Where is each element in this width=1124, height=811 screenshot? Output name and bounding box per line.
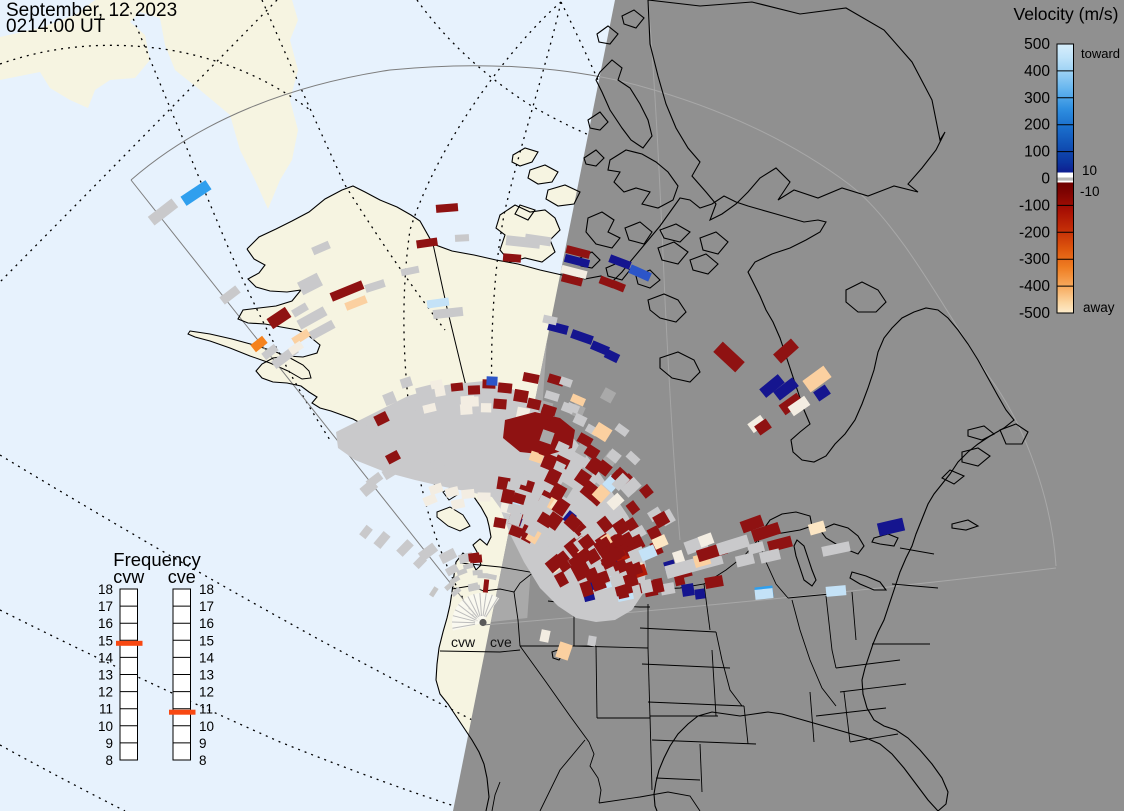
svg-text:16: 16 (98, 616, 113, 631)
svg-text:0214:00 UT: 0214:00 UT (6, 16, 106, 37)
svg-text:15: 15 (199, 633, 214, 648)
svg-text:10: 10 (199, 719, 214, 734)
svg-text:-10: -10 (1080, 184, 1100, 199)
svg-text:9: 9 (199, 736, 207, 751)
svg-text:15: 15 (98, 633, 113, 648)
svg-text:-400: -400 (1019, 278, 1050, 295)
svg-text:0: 0 (1041, 171, 1050, 188)
svg-text:8: 8 (199, 753, 207, 768)
svg-text:September, 12 2023: September, 12 2023 (6, 0, 177, 21)
svg-text:cvw: cvw (451, 634, 476, 650)
svg-text:cve: cve (168, 567, 196, 587)
svg-text:cve: cve (490, 634, 512, 650)
svg-text:-200: -200 (1019, 224, 1050, 241)
svg-text:13: 13 (199, 668, 214, 683)
svg-text:14: 14 (98, 650, 114, 665)
svg-text:toward: toward (1081, 46, 1120, 61)
svg-text:12: 12 (199, 685, 214, 700)
svg-text:18: 18 (199, 582, 214, 597)
svg-text:-100: -100 (1019, 197, 1050, 214)
svg-text:11: 11 (99, 702, 113, 717)
svg-text:18: 18 (98, 582, 113, 597)
svg-text:200: 200 (1024, 117, 1050, 134)
svg-text:13: 13 (98, 668, 113, 683)
svg-text:12: 12 (98, 685, 113, 700)
svg-text:11: 11 (199, 702, 213, 717)
svg-text:cvw: cvw (113, 567, 145, 587)
svg-text:400: 400 (1024, 63, 1050, 80)
svg-text:500: 500 (1024, 36, 1050, 53)
svg-text:away: away (1083, 300, 1115, 315)
svg-text:300: 300 (1024, 90, 1050, 107)
svg-text:17: 17 (199, 599, 214, 614)
svg-text:10: 10 (98, 719, 113, 734)
svg-text:100: 100 (1024, 144, 1050, 161)
svg-text:8: 8 (105, 753, 113, 768)
svg-text:17: 17 (98, 599, 113, 614)
svg-text:14: 14 (199, 650, 215, 665)
svg-text:Frequency: Frequency (113, 549, 201, 570)
svg-text:16: 16 (199, 616, 214, 631)
svg-text:10: 10 (1082, 163, 1097, 178)
svg-text:9: 9 (105, 736, 113, 751)
svg-text:-500: -500 (1019, 305, 1050, 322)
svg-text:Velocity (m/s): Velocity (m/s) (1013, 4, 1118, 24)
svg-text:-300: -300 (1019, 251, 1050, 268)
